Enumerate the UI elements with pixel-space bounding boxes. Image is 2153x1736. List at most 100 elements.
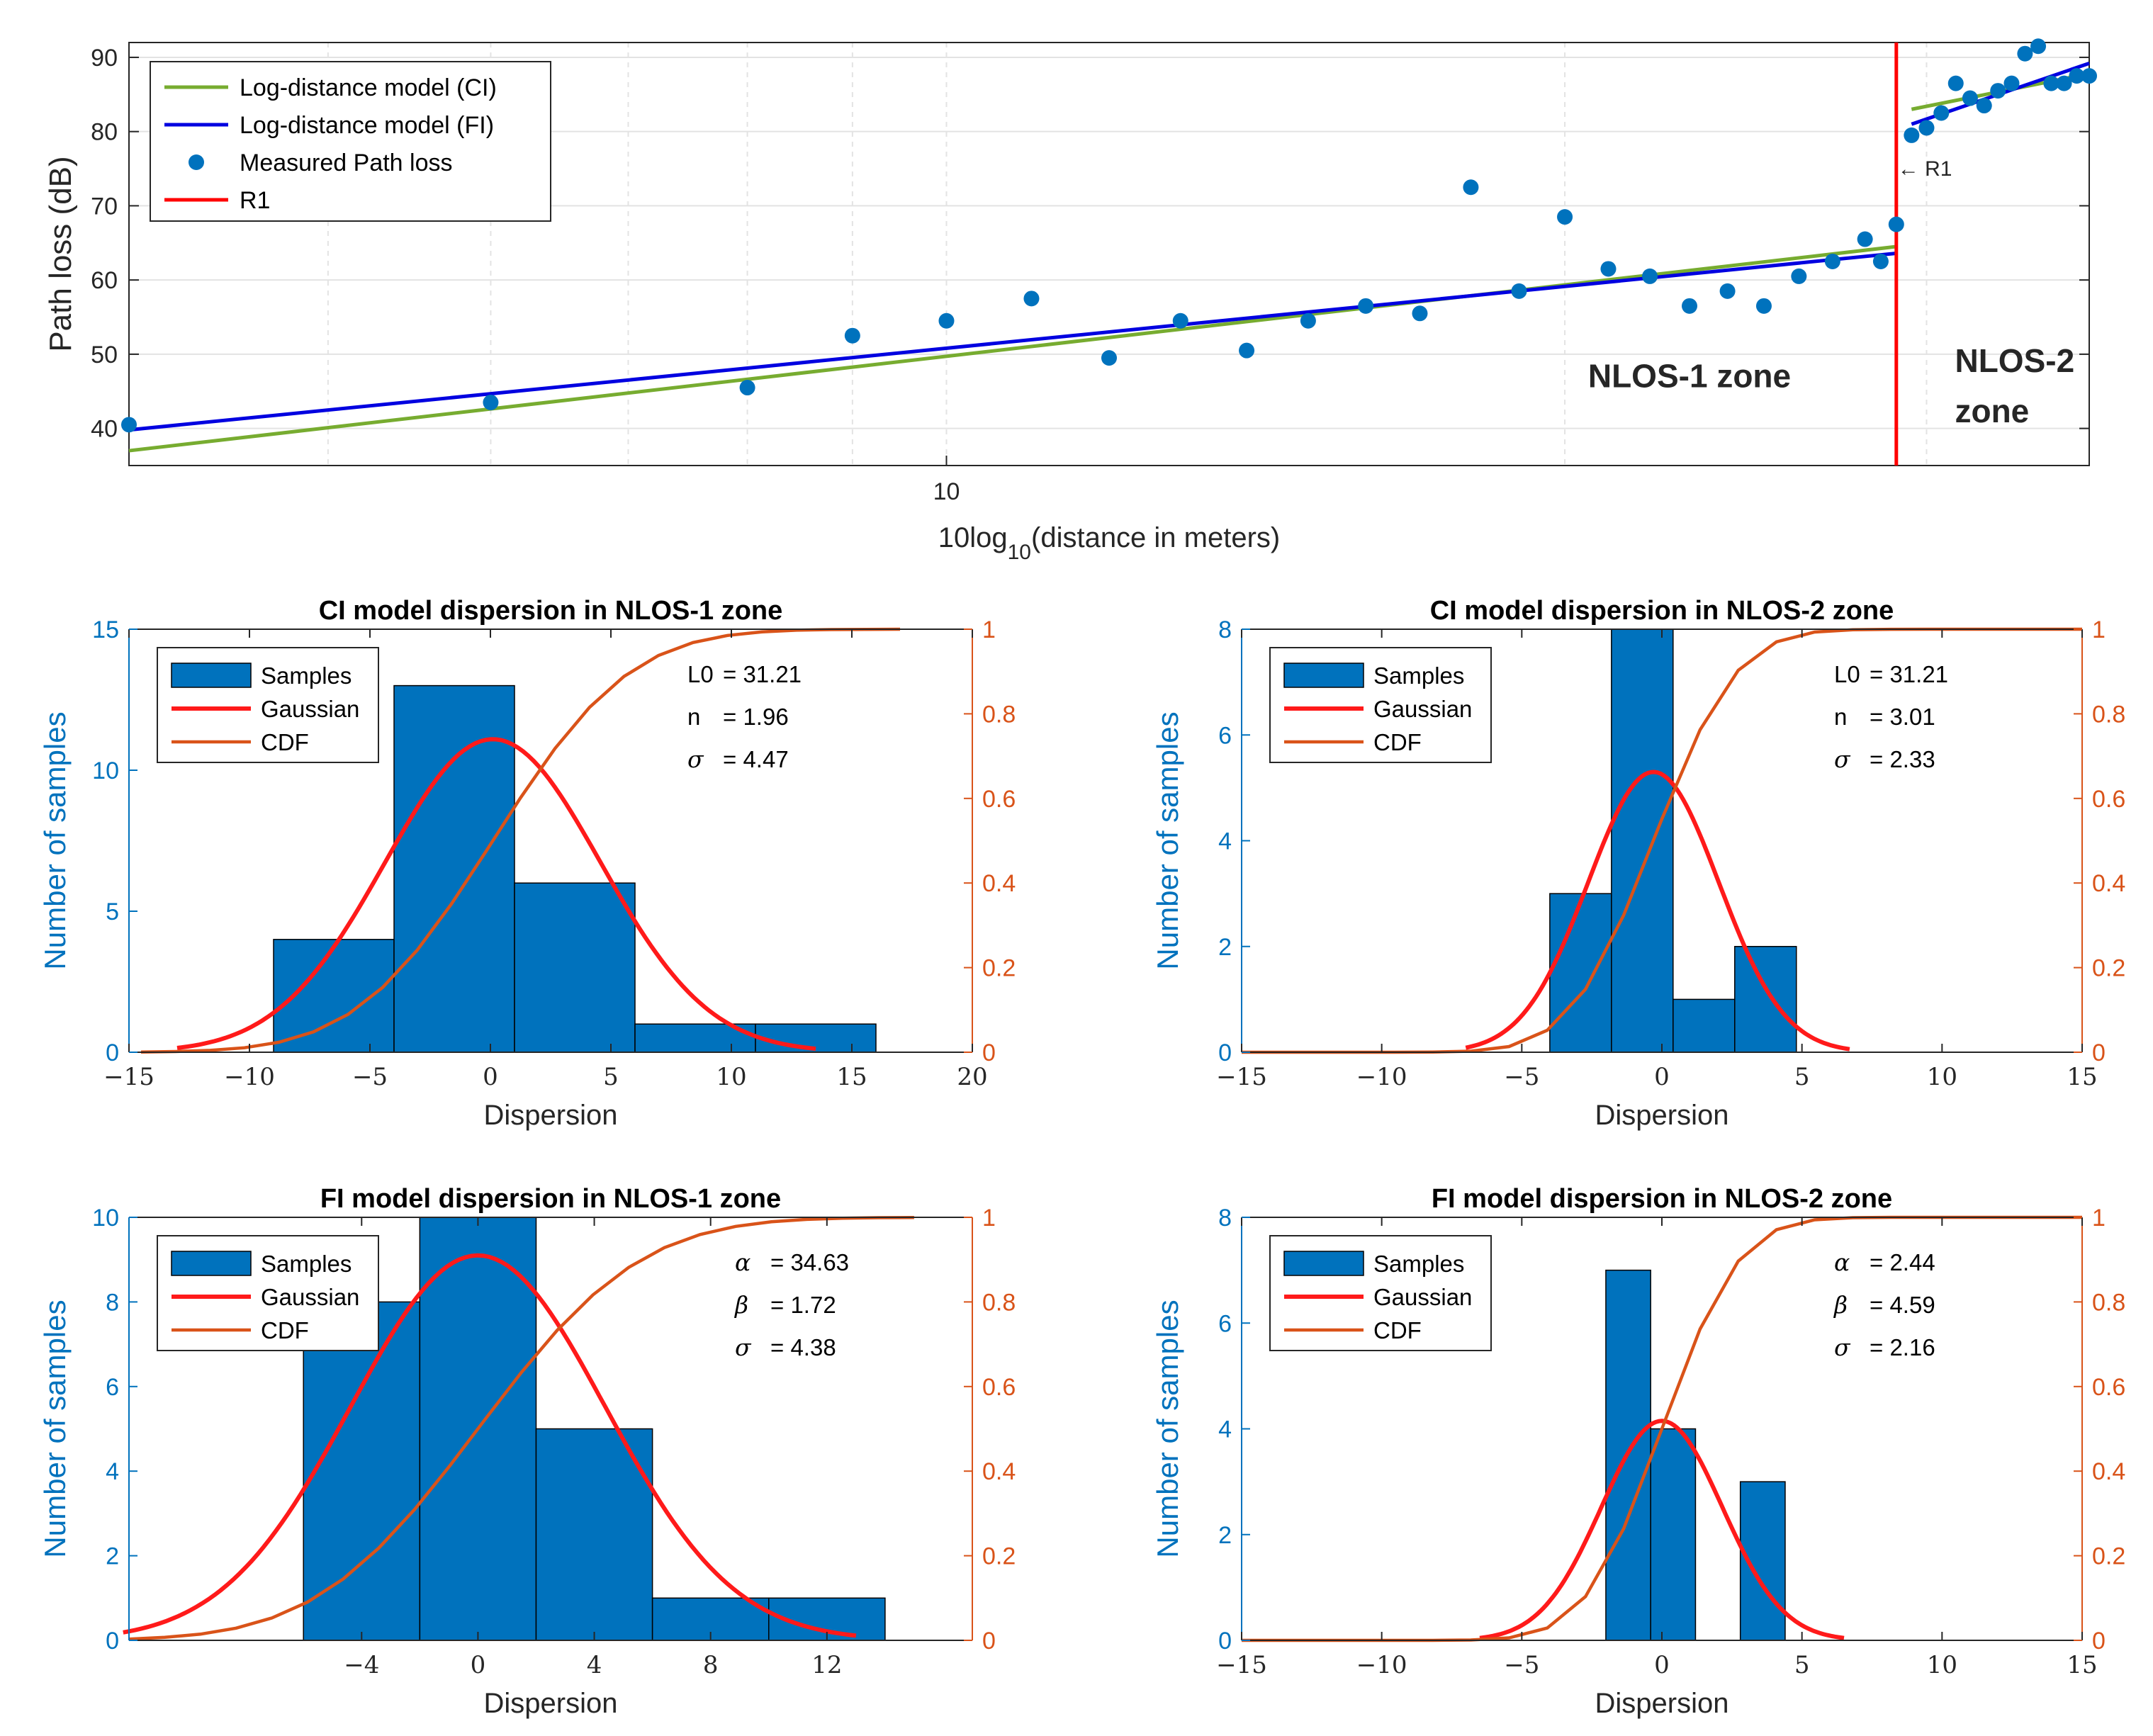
measured-point [1888, 216, 1904, 232]
nlos2-zone-label-line1: NLOS-2 [1955, 342, 2074, 379]
y-tick-label: 2 [106, 1543, 119, 1570]
x-axis-label: Dispersion [1595, 1688, 1729, 1719]
y-tick-right-label: 0.4 [982, 870, 1016, 897]
top-axes-box [128, 42, 2090, 466]
y-tick-label: 5 [106, 898, 119, 925]
x-tick-label: −5 [352, 1063, 388, 1091]
measured-point [1023, 291, 1040, 307]
x-tick-label: 10 [933, 478, 960, 505]
nlos2-zone-label: NLOS-2 zone [1955, 342, 2074, 429]
measured-point [1719, 283, 1736, 299]
measured-point [1600, 261, 1617, 277]
x-tick-label: 10 [1927, 1651, 1957, 1679]
hist-chart-ci2: CI model dispersion in NLOS-2 zone −15 −10… [1151, 596, 2125, 1131]
gaussian-curve [176, 737, 816, 1052]
y-tick-label: 8 [106, 1289, 119, 1316]
x-axis-label: 10log10(distance in meters) [938, 522, 1280, 564]
legend-label: CDF [261, 729, 309, 755]
measured-point [1557, 209, 1573, 225]
legend-label: CDF [261, 1317, 309, 1343]
gaussian-curve [1465, 770, 1850, 1052]
y-tick-right-label: 0.6 [2092, 1374, 2125, 1401]
y-tick-label: 6 [106, 1374, 119, 1401]
histogram-bar [1673, 998, 1736, 1053]
legend-label: CDF [1373, 729, 1422, 755]
param-symbol: n [687, 704, 700, 730]
x-axis-label: Dispersion [484, 1688, 618, 1719]
param-symbol: β [733, 1291, 748, 1319]
legend-label: Gaussian [261, 1284, 359, 1310]
y-tick-right-label: 0.8 [982, 1289, 1016, 1316]
param-value: = 1.72 [770, 1292, 836, 1318]
y-tick-label: 4 [1218, 828, 1232, 855]
y-tick-right-label: 0 [982, 1628, 996, 1655]
x-tick-label: 0 [471, 1651, 486, 1679]
measured-point [1990, 83, 2006, 99]
y-tick-right-label: 0.8 [2092, 701, 2125, 728]
y-tick-label: 4 [106, 1458, 119, 1485]
histogram-bar [393, 684, 515, 1053]
measured-point [1791, 268, 1807, 284]
measured-point [121, 417, 137, 433]
chart-title: CI model dispersion in NLOS-1 zone [319, 596, 783, 626]
y-tick-label: 0 [1218, 1628, 1232, 1655]
measured-point [1872, 253, 1889, 269]
param-symbol: α [735, 1249, 751, 1276]
x-tick-label: 5 [1794, 1063, 1810, 1091]
y-tick-label: 40 [91, 416, 118, 443]
x-tick-label: −15 [1216, 1063, 1267, 1091]
legend-label: R1 [240, 187, 270, 214]
measured-point [1463, 179, 1479, 196]
y-axis-label: Path loss (dB) [43, 156, 78, 351]
param-symbol: σ [1834, 1334, 1851, 1361]
x-tick-label: 0 [1654, 1063, 1670, 1091]
legend-swatch-bar [1283, 1251, 1364, 1276]
legend: Samples Gaussian CDF [1269, 1235, 1492, 1351]
legend-label: Gaussian [1373, 1284, 1472, 1310]
y-tick-right-label: 0.6 [2092, 786, 2125, 813]
hist-chart-ci1: CI model dispersion in NLOS-1 zone −15 −10… [38, 596, 1016, 1131]
y-tick-label: 80 [91, 119, 118, 146]
measured-point [1824, 253, 1840, 269]
x-tick-label: −15 [103, 1063, 154, 1091]
y-tick-right-label: 0.4 [982, 1458, 1016, 1485]
x-tick-label: 5 [603, 1063, 619, 1091]
cdf-curve [140, 627, 901, 1054]
y-tick-label: 2 [1218, 934, 1232, 961]
y-tick-right-label: 0.2 [2092, 1543, 2125, 1570]
legend-swatch-bar [1283, 663, 1364, 688]
y-tick-right-label: 1 [2092, 616, 2106, 643]
legend-label: Samples [1373, 1251, 1464, 1277]
params: L0 = 31.21 n = 3.01 σ = 2.33 [1834, 661, 1948, 773]
y-axis-label: Number of samples [38, 1300, 72, 1557]
bars [1549, 629, 1797, 1053]
x-tick-label: 0 [483, 1063, 498, 1091]
legend-label: Samples [261, 1251, 352, 1277]
param-symbol: σ [687, 745, 704, 773]
measured-point [1358, 298, 1374, 314]
param-value: = 31.21 [723, 661, 802, 687]
y-tick-label: 0 [106, 1628, 119, 1655]
y-tick-label: 90 [91, 45, 118, 72]
y-axis-label: Number of samples [38, 711, 72, 969]
params: α = 34.63 β = 1.72 σ = 4.38 [733, 1249, 849, 1361]
measured-point [1918, 120, 1935, 136]
chart-title: FI model dispersion in NLOS-2 zone [1432, 1184, 1892, 1214]
legend: Samples Gaussian CDF [157, 647, 379, 763]
param-value: = 3.01 [1870, 704, 1935, 730]
gaussian-curve [123, 1253, 857, 1638]
x-tick-label: 15 [2067, 1063, 2097, 1091]
measured-point [2017, 45, 2033, 62]
param-symbol: α [1834, 1249, 1850, 1276]
x-tick-label: 10 [1927, 1063, 1957, 1091]
y-tick-right-label: 0.2 [982, 955, 1016, 982]
legend-label: Samples [261, 663, 352, 689]
params: L0 = 31.21 n = 1.96 σ = 4.47 [687, 661, 802, 773]
y-tick-right-label: 1 [982, 1205, 996, 1231]
y-tick-right-label: 0.4 [2092, 1458, 2125, 1485]
y-tick-label: 8 [1218, 1205, 1232, 1231]
hist-chart-fi2: FI model dispersion in NLOS-2 zone −15 −10… [1151, 1184, 2125, 1719]
legend-label: Gaussian [1373, 696, 1472, 722]
measured-point [1172, 312, 1188, 329]
